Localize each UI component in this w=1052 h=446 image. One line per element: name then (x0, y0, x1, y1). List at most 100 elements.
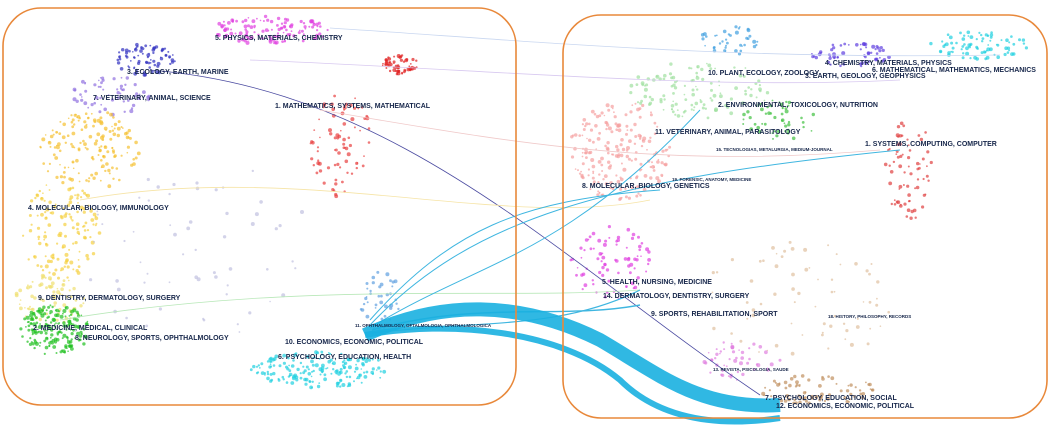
dot (312, 22, 315, 25)
dot (756, 363, 761, 368)
dot (365, 357, 369, 361)
dot (100, 81, 103, 85)
dot (581, 162, 585, 166)
dot (339, 367, 343, 371)
dot (1008, 41, 1011, 44)
dot (723, 348, 726, 351)
dot (626, 146, 630, 150)
dot (927, 179, 930, 182)
dot (262, 20, 265, 22)
dot (142, 90, 146, 94)
dot (941, 40, 944, 43)
dot (69, 195, 74, 200)
dot (55, 308, 59, 313)
dot (721, 40, 724, 43)
dot (272, 371, 276, 376)
dot (62, 122, 66, 127)
dot (61, 293, 64, 296)
dot (638, 107, 642, 111)
dot (807, 401, 811, 405)
dot (49, 259, 53, 264)
dot (261, 29, 265, 33)
dot (671, 110, 675, 114)
dot (287, 375, 291, 378)
dot (30, 341, 33, 344)
dot (72, 328, 75, 332)
dot (255, 371, 259, 375)
dot (214, 275, 218, 279)
dot (36, 214, 39, 217)
dot (253, 24, 256, 28)
dot (898, 188, 901, 190)
dot (63, 350, 66, 354)
dot (96, 210, 99, 213)
dot (251, 169, 254, 173)
dot (44, 211, 47, 214)
dot (783, 122, 786, 125)
dot (195, 186, 200, 191)
dot (582, 128, 586, 131)
dot (814, 55, 818, 60)
dot (270, 28, 273, 31)
dot (80, 128, 84, 131)
dot (787, 394, 790, 397)
dot (603, 262, 607, 267)
dot (695, 71, 698, 75)
dot (821, 333, 824, 337)
dot (760, 107, 764, 112)
dot (719, 92, 722, 95)
dot (303, 25, 307, 29)
dot (734, 49, 738, 53)
dot (46, 259, 51, 264)
dot (866, 51, 871, 56)
dot (310, 375, 313, 378)
dot (296, 355, 299, 358)
dot (860, 61, 864, 65)
dot (77, 326, 80, 329)
dot (601, 265, 605, 270)
dot (90, 208, 93, 211)
dot (72, 242, 75, 245)
dot (62, 324, 67, 328)
dot (333, 163, 337, 167)
dot (875, 52, 879, 55)
dot (116, 287, 121, 292)
dot (336, 136, 340, 140)
dot (268, 357, 273, 362)
dot (152, 59, 156, 63)
dot (61, 135, 66, 140)
dot (148, 66, 151, 69)
dot (962, 52, 965, 55)
dot (659, 100, 663, 104)
dot (55, 338, 60, 342)
dot (39, 341, 42, 344)
dot (919, 137, 924, 142)
dot (584, 151, 588, 155)
dot (168, 56, 171, 59)
dot (881, 48, 885, 53)
dot (56, 242, 59, 245)
dot (348, 375, 352, 379)
dot (83, 142, 87, 147)
dot (70, 120, 74, 124)
dot (650, 97, 654, 102)
dot (592, 183, 595, 186)
dot (132, 230, 135, 233)
dot (602, 242, 607, 247)
dot (28, 214, 32, 217)
dot (356, 375, 361, 380)
dot (371, 367, 375, 371)
dot (649, 136, 652, 139)
dot (44, 231, 47, 234)
dot (56, 257, 60, 261)
dot (116, 61, 121, 65)
dot (377, 358, 380, 362)
dot (800, 374, 805, 378)
dot (674, 113, 677, 116)
dot (869, 394, 872, 397)
dot (290, 381, 295, 385)
dot (228, 267, 233, 271)
dot (227, 21, 231, 25)
dot (39, 330, 43, 335)
dot (724, 50, 727, 53)
